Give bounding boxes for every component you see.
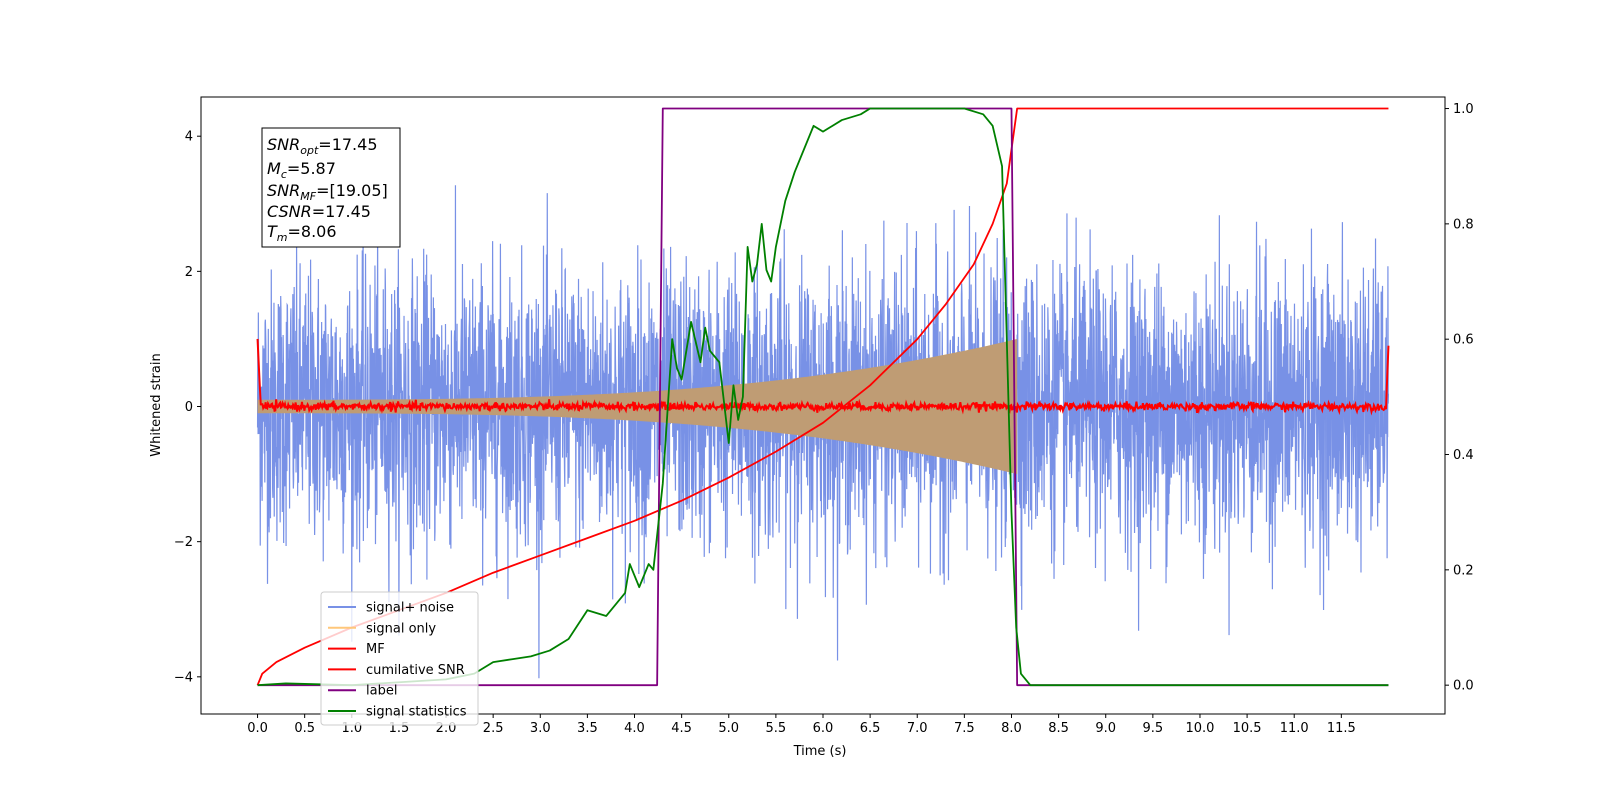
x-tick-label: 4.5 [671,721,692,736]
x-tick-label: 5.5 [766,721,787,736]
x-tick-label: 8.5 [1048,721,1069,736]
legend-label: signal statistics [366,705,467,720]
x-tick-label: 2.5 [483,721,504,736]
info-mc-symbol: M [267,159,281,178]
y-left-tick-label: 4 [185,130,193,145]
y-right-tick-label: 0.4 [1453,448,1474,463]
x-tick-label: 9.0 [1095,721,1116,736]
x-tick-label: 4.0 [624,721,645,736]
info-tm-subscript: m [277,231,288,244]
info-box-frame [261,127,401,248]
x-tick-label: 7.5 [954,721,975,736]
info-snr-mf-subscript: MF [300,190,316,203]
info-csnr-value: =17.45 [312,202,371,221]
x-tick-label: 3.0 [530,721,551,736]
legend-label: signal+ noise [366,601,454,616]
x-tick-label: 10.5 [1233,721,1262,736]
y-axis-title: Whitened strain [149,353,164,456]
y-right-tick-label: 0.2 [1453,563,1474,578]
info-tm-symbol: T [267,222,278,241]
y-right-tick-label: 0.6 [1453,333,1474,348]
x-tick-label: 6.5 [860,721,881,736]
y-left-tick-label: −2 [174,535,193,550]
y-axis-right: 0.0 0.2 0.4 0.6 0.8 1.0 [1445,102,1474,694]
y-axis-left: −4 −2 0 2 4 [174,130,201,685]
y-right-tick-label: 1.0 [1453,102,1474,117]
info-csnr: CSNR=17.45 [267,202,371,221]
y-left-tick-label: −4 [174,670,193,685]
info-csnr-symbol: CSNR [267,202,312,221]
x-tick-label: 7.0 [907,721,928,736]
x-tick-label: 3.5 [577,721,598,736]
x-tick-label: 11.0 [1280,721,1309,736]
x-tick-label: 11.5 [1327,721,1356,736]
x-tick-label: 0.0 [247,721,268,736]
legend-label: MF [366,642,385,657]
legend-label: cumilative SNR [366,663,465,678]
info-tm: Tm=8.06 [267,222,337,244]
x-tick-label: 9.5 [1143,721,1164,736]
info-snr-opt-value: =17.45 [318,135,377,154]
info-snr-opt-subscript: opt [300,144,319,157]
info-snr-mf-value: =[19.05] [316,181,388,200]
mf-series [256,338,1390,416]
legend-label: signal only [366,621,436,636]
y-left-tick-label: 2 [185,265,193,280]
x-tick-label: 0.5 [294,721,315,736]
x-tick-label: 10.0 [1185,721,1214,736]
legend-label: label [366,684,397,699]
info-snr-mf-symbol: SNR [267,181,300,200]
info-snr-mf: SNRMF=[19.05] [267,181,388,203]
info-snr-opt-symbol: SNR [267,135,300,154]
x-axis-title: Time (s) [793,744,847,759]
info-tm-value: =8.06 [288,222,337,241]
x-tick-label: 6.0 [813,721,834,736]
info-mc: Mc=5.87 [267,159,336,181]
y-right-tick-label: 0.8 [1453,217,1474,232]
x-axis: 0.0 0.5 1.0 1.5 2.0 2.5 3.0 3.5 4.0 4.5 5.0 5.5 6.0 6… [247,714,1356,736]
x-tick-label: 8.0 [1001,721,1022,736]
y-left-tick-label: 0 [185,400,193,415]
y-right-tick-label: 0.0 [1453,679,1474,694]
legend: signal+ noise signal only MF cumilative SNR… [320,591,479,726]
x-tick-label: 5.0 [718,721,739,736]
info-mc-value: =5.87 [287,159,336,178]
info-box: SNRopt=17.45 Mc=5.87 SNRMF=[19.05] CSNR=… [261,127,401,248]
info-snr-opt: SNRopt=17.45 [267,135,378,157]
signal-statistics-line [257,107,1389,687]
mf-line [256,338,1390,416]
info-mc-subscript: c [281,168,287,181]
legend-entries: signal+ noise signal only MF cumilative SNR… [328,601,467,720]
legend-frame [320,591,479,726]
